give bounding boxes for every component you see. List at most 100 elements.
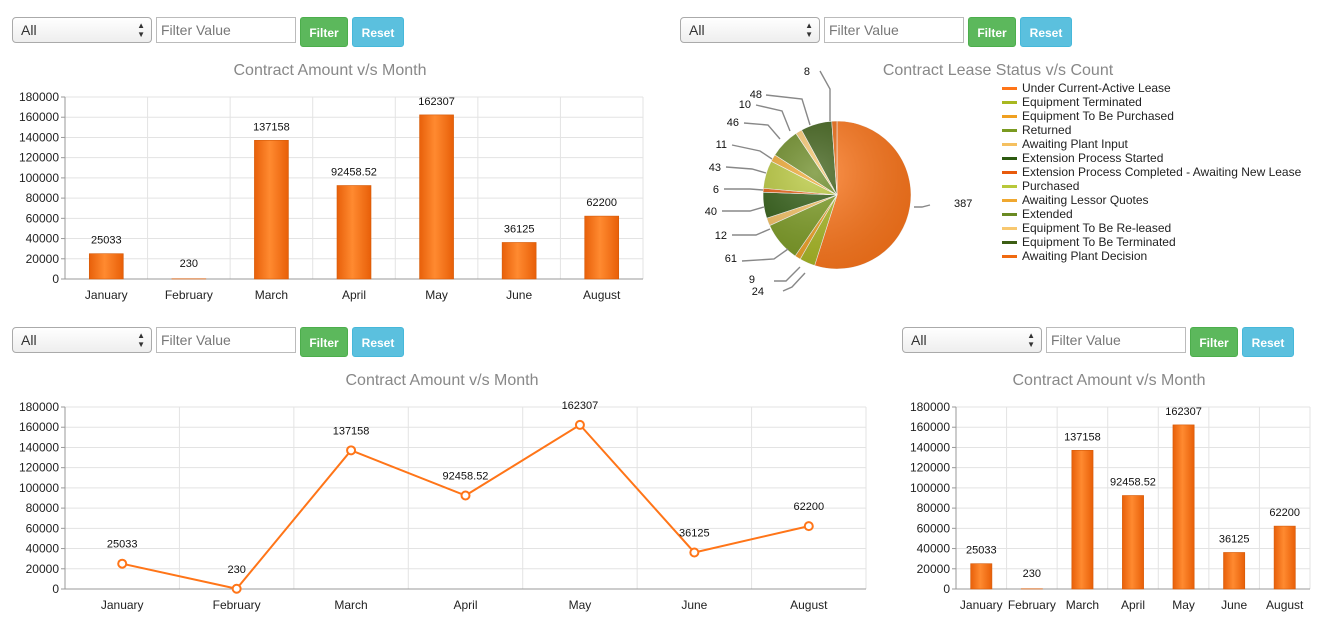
pie-leader-line [725,166,767,174]
y-tick-label: 0 [52,272,59,286]
legend-label: Extended [1022,207,1073,221]
bar [336,185,372,280]
pie-chart-lease-status: Contract Lease Status v/s Count387249611… [705,62,1302,298]
y-tick-label: 0 [52,582,59,596]
reset-button[interactable]: Reset [1242,327,1294,357]
bar [1122,495,1144,590]
x-tick-label: August [583,288,621,302]
legend-label: Under Current-Active Lease [1022,81,1171,95]
y-tick-label: 60000 [26,211,60,225]
pie-value-label: 12 [715,230,727,242]
bar [419,114,454,280]
y-tick-label: 180000 [19,400,59,414]
pie-value-label: 24 [752,286,764,298]
y-tick-label: 140000 [910,440,950,454]
bar-data-label: 36125 [504,223,535,235]
filter-button[interactable]: Filter [300,17,348,47]
legend-swatch [1002,199,1017,202]
bar-data-label: 25033 [966,545,997,557]
pie-value-label: 61 [725,253,737,265]
legend-swatch [1002,87,1017,90]
y-tick-label: 120000 [19,461,59,475]
filter-button[interactable]: Filter [300,327,348,357]
bar [254,140,289,280]
chart-title: Contract Lease Status v/s Count [883,62,1114,79]
filter-value-input[interactable]: Filter Value [1046,327,1186,353]
filter-controls-4: All ▲ ▼ Filter Value Filter Reset [902,327,1302,357]
legend-label: Awaiting Plant Input [1022,137,1129,151]
y-tick-label: 120000 [19,151,59,165]
select-arrows-icon: ▲ ▼ [805,21,813,39]
legend-swatch [1002,157,1017,160]
chart-title: Contract Amount v/s Month [346,372,539,389]
pie-value-label: 48 [750,89,762,101]
point-data-label: 137158 [333,425,370,437]
filter-controls-1: All ▲ ▼ Filter Value Filter Reset [12,17,412,47]
x-tick-label: June [1221,598,1247,612]
pie-value-label: 387 [954,198,972,210]
bar [970,563,993,590]
filter-field-select[interactable]: All ▲ ▼ [12,17,152,43]
bar-data-label: 230 [180,258,198,270]
pie-value-label: 6 [713,184,719,196]
pie-leader-line [724,188,764,191]
line-point [117,558,128,569]
y-tick-label: 40000 [26,542,60,556]
bar-data-label: 92458.52 [331,167,377,179]
x-tick-label: April [1121,598,1145,612]
filter-value-input[interactable]: Filter Value [824,17,964,43]
pie-value-label: 40 [705,206,717,218]
y-tick-label: 100000 [910,481,950,495]
bar-data-label: 230 [1023,568,1041,580]
x-tick-label: April [453,598,477,612]
reset-button[interactable]: Reset [1020,17,1072,47]
pie-leader-line [743,122,781,140]
bar [501,242,537,280]
legend-swatch [1002,143,1017,146]
select-value: All [689,22,705,38]
filter-button[interactable]: Filter [1190,327,1238,357]
filter-value-input[interactable]: Filter Value [156,327,296,353]
legend-swatch [1002,227,1017,230]
x-tick-label: April [342,288,366,302]
bar [584,215,620,280]
filter-field-select[interactable]: All ▲ ▼ [12,327,152,353]
legend-swatch [1002,255,1017,258]
y-tick-label: 80000 [26,191,60,205]
y-tick-label: 140000 [19,440,59,454]
reset-button[interactable]: Reset [352,327,404,357]
filter-button[interactable]: Filter [968,17,1016,47]
pie-leader-line [731,144,773,160]
filter-value-input[interactable]: Filter Value [156,17,296,43]
bar [1172,424,1195,590]
bar-data-label: 162307 [418,96,455,108]
select-value: All [911,332,927,348]
filter-field-select[interactable]: All ▲ ▼ [902,327,1042,353]
pie-value-label: 46 [727,117,739,129]
chart-title: Contract Amount v/s Month [1013,372,1206,389]
point-data-label: 25033 [107,539,138,551]
bar-data-label: 62200 [586,197,617,209]
bar-data-label: 137158 [1064,431,1101,443]
pie-leader-line [819,70,831,121]
point-data-label: 162307 [562,400,599,412]
pie-leader-line [914,204,931,208]
line-point [231,583,242,594]
y-tick-label: 180000 [19,90,59,104]
filter-controls-2: All ▲ ▼ Filter Value Filter Reset [680,17,1080,47]
pie-value-label: 43 [709,162,721,174]
pie-leader-line [774,266,801,282]
legend-swatch [1002,101,1017,104]
filter-field-select[interactable]: All ▲ ▼ [680,17,820,43]
reset-button[interactable]: Reset [352,17,404,47]
y-tick-label: 140000 [19,130,59,144]
x-tick-label: January [85,288,128,302]
pie-leader-line [765,94,811,126]
legend-label: Extension Process Completed - Awaiting N… [1022,165,1302,179]
select-arrows-icon: ▲ ▼ [1027,331,1035,349]
y-tick-label: 20000 [26,562,60,576]
x-tick-label: January [101,598,144,612]
line-point [689,547,700,558]
x-tick-label: February [213,598,261,612]
select-value: All [21,332,37,348]
